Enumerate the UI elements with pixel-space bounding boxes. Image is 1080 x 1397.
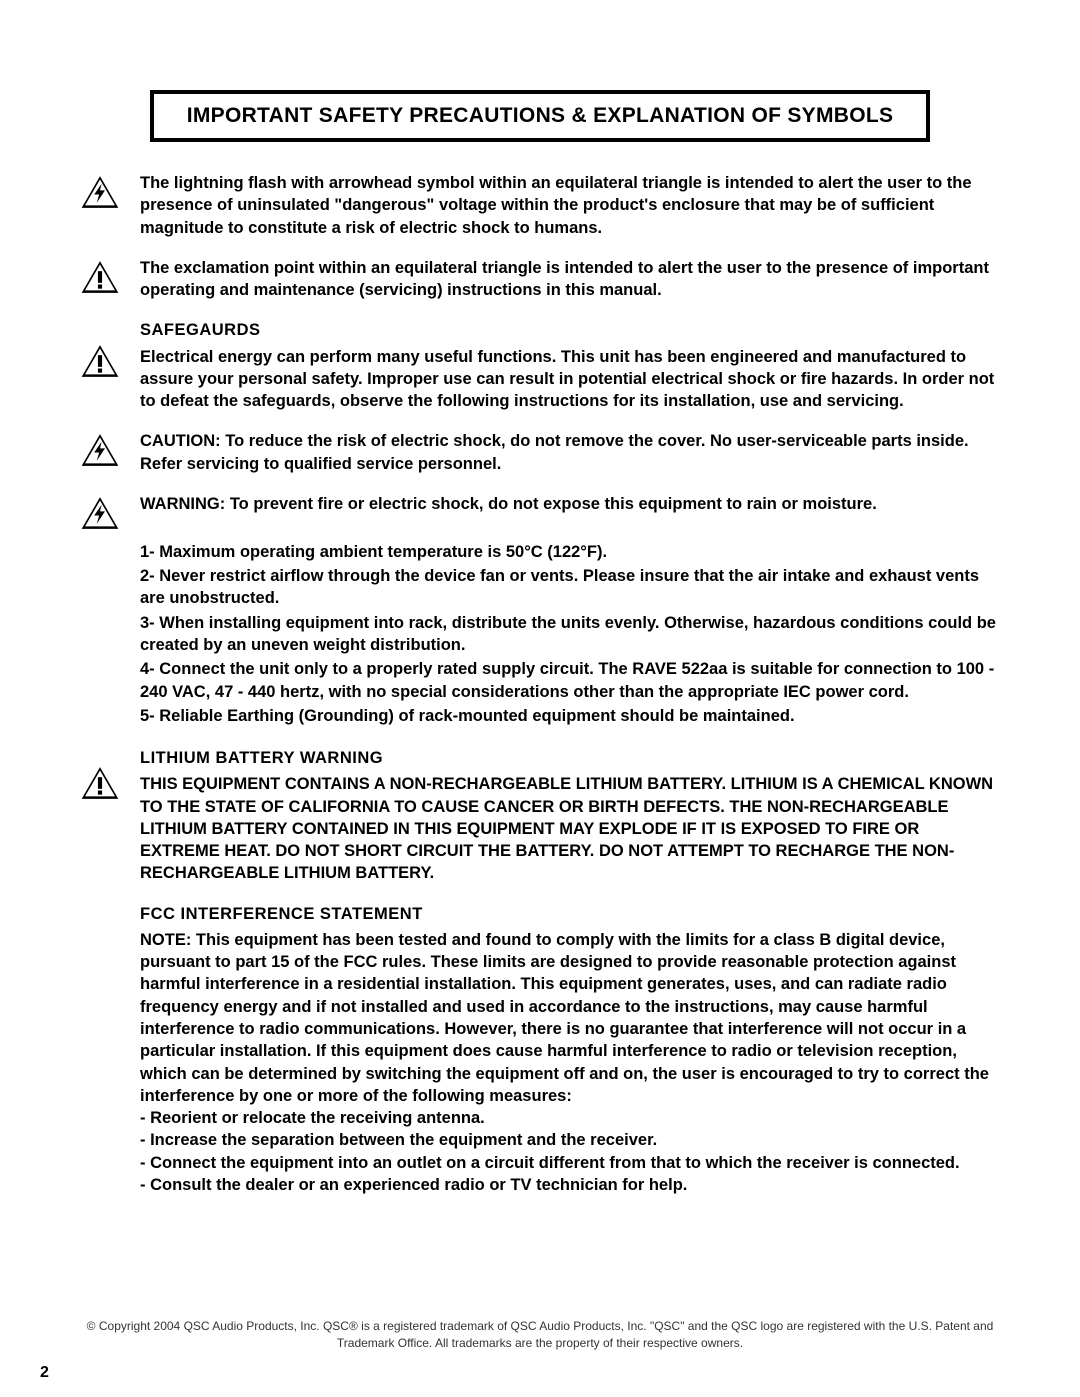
fcc-section: FCC INTERFERENCE STATEMENT NOTE: This eq… bbox=[140, 903, 1000, 1196]
fcc-body: NOTE: This equipment has been tested and… bbox=[140, 929, 1000, 1107]
lithium-heading: LITHIUM BATTERY WARNING bbox=[140, 747, 1000, 769]
lithium-row: LITHIUM BATTERY WARNING THIS EQUIPMENT C… bbox=[80, 747, 1000, 885]
exclaim-symbol-row: The exclamation point within an equilate… bbox=[80, 257, 1000, 302]
caution-row: CAUTION: To reduce the risk of electric … bbox=[80, 430, 1000, 475]
lightning-description: The lightning flash with arrowhead symbo… bbox=[140, 172, 1000, 239]
list-item: 1- Maximum operating ambient temperature… bbox=[140, 541, 1000, 563]
numbered-list: 1- Maximum operating ambient temperature… bbox=[140, 541, 1000, 727]
fcc-heading: FCC INTERFERENCE STATEMENT bbox=[140, 903, 1000, 925]
list-item: - Increase the separation between the eq… bbox=[140, 1129, 1000, 1151]
list-item: - Connect the equipment into an outlet o… bbox=[140, 1152, 1000, 1174]
page-number: 2 bbox=[40, 1364, 49, 1382]
exclamation-triangle-icon bbox=[80, 259, 120, 295]
safeguards-body: Electrical energy can perform many usefu… bbox=[140, 346, 1000, 413]
lightning-triangle-icon bbox=[80, 432, 120, 468]
lightning-symbol-row: The lightning flash with arrowhead symbo… bbox=[80, 172, 1000, 239]
page-title: IMPORTANT SAFETY PRECAUTIONS & EXPLANATI… bbox=[150, 90, 930, 142]
list-item: 5- Reliable Earthing (Grounding) of rack… bbox=[140, 705, 1000, 727]
list-item: 4- Connect the unit only to a properly r… bbox=[140, 658, 1000, 703]
caution-text: CAUTION: To reduce the risk of electric … bbox=[140, 430, 1000, 475]
exclamation-triangle-icon bbox=[80, 343, 120, 379]
warning-text: WARNING: To prevent fire or electric sho… bbox=[140, 493, 1000, 515]
exclaim-description: The exclamation point within an equilate… bbox=[140, 257, 1000, 302]
warning-row: WARNING: To prevent fire or electric sho… bbox=[80, 493, 1000, 531]
safeguards-row: SAFEGAURDS Electrical energy can perform… bbox=[80, 319, 1000, 412]
copyright-footer: © Copyright 2004 QSC Audio Products, Inc… bbox=[80, 1318, 1000, 1352]
exclamation-triangle-icon bbox=[80, 765, 120, 801]
lightning-triangle-icon bbox=[80, 495, 120, 531]
list-item: 2- Never restrict airflow through the de… bbox=[140, 565, 1000, 610]
lithium-body: THIS EQUIPMENT CONTAINS A NON-RECHARGEAB… bbox=[140, 773, 1000, 884]
list-item: - Reorient or relocate the receiving ant… bbox=[140, 1107, 1000, 1129]
list-item: - Consult the dealer or an experienced r… bbox=[140, 1174, 1000, 1196]
list-item: 3- When installing equipment into rack, … bbox=[140, 612, 1000, 657]
safeguards-heading: SAFEGAURDS bbox=[140, 319, 1000, 341]
lightning-triangle-icon bbox=[80, 174, 120, 210]
